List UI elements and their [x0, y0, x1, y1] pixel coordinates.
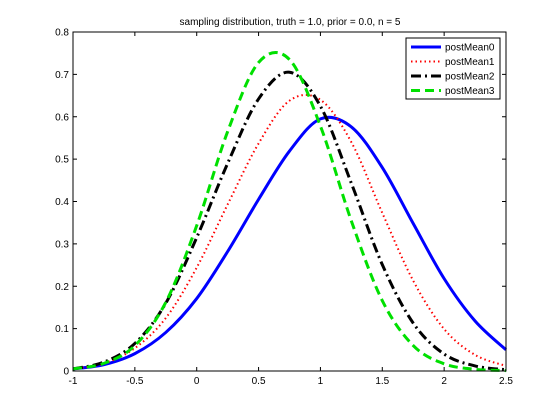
x-tick-label: 0 — [194, 376, 200, 387]
series-line-postMean3 — [72, 51, 507, 373]
x-tick-label: -1 — [69, 376, 78, 387]
y-tick-label: 0.2 — [55, 282, 69, 293]
legend-label-postMean1: postMean1 — [445, 57, 495, 68]
x-tick-label: 1 — [318, 376, 324, 387]
y-tick-label: 0.7 — [55, 70, 69, 81]
x-tick-label: -0.5 — [126, 376, 144, 387]
chart-title: sampling distribution, truth = 1.0, prio… — [180, 17, 401, 28]
y-tick-label: 0.8 — [55, 28, 69, 39]
x-tick-label: 2.5 — [499, 376, 513, 387]
y-tick-label: 0.1 — [55, 324, 69, 335]
y-tick-label: 0.5 — [55, 155, 69, 166]
legend-label-postMean3: postMean3 — [445, 86, 495, 97]
legend: postMean0 postMean1 postMean2 postMean3 — [405, 37, 501, 100]
legend-label-postMean2: postMean2 — [445, 72, 495, 83]
series-line-postMean1 — [72, 93, 507, 370]
series-line-postMean2 — [72, 70, 507, 372]
x-tick-label: 2 — [441, 376, 447, 387]
x-tick-label: 1.5 — [375, 376, 389, 387]
series-line-postMean0 — [72, 115, 508, 371]
y-tick-label: 0.4 — [55, 197, 69, 208]
y-tick-label: 0.3 — [55, 239, 69, 250]
legend-label-postMean0: postMean0 — [445, 43, 495, 54]
y-tick-label: 0.6 — [55, 112, 69, 123]
x-tick-label: 0.5 — [252, 376, 266, 387]
y-tick-label: 0 — [63, 367, 69, 378]
